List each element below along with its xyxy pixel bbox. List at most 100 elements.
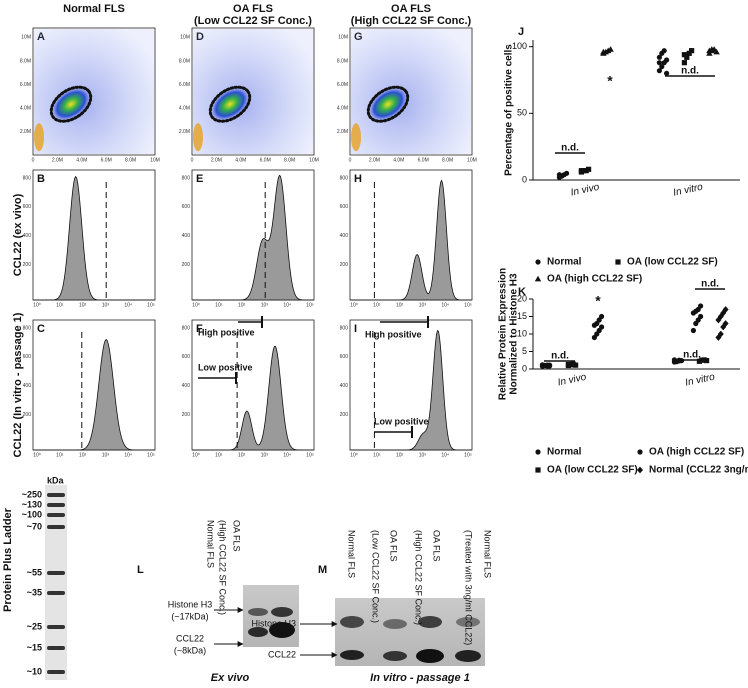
x-tick-label: 10³ [419,302,427,308]
lane-label: OA FLS [232,520,242,552]
point [720,309,727,317]
legend-label: OA (low CCL22 SF) [627,257,718,268]
ladder-band [47,513,65,517]
legend-marker [535,449,541,455]
point [715,316,722,324]
y-axis-label: Percentage of positive cells [504,44,515,176]
legend-marker [535,259,541,265]
x-tick-label: 10¹ [373,302,381,308]
panel: H 10⁰ 10¹ 10² 10³ 10⁴ 10⁵ 800 600 400 200 [340,169,473,308]
y-tick-label: 400 [182,383,191,389]
lane-label: (High CCL22 SF Conc.) [414,530,424,625]
band [383,619,407,629]
panel: B 10⁰ 10¹ 10² 10³ 10⁴ 10⁵ 800 600 400 200 [23,169,156,308]
x-tick-label: 10⁰ [350,302,358,308]
x-tick-label: 2.0M [52,157,63,163]
x-tick-label: 10⁰ [33,452,41,458]
band [456,617,480,627]
blot [243,585,299,647]
gate [366,85,410,123]
x-tick-label: 10¹ [56,452,64,458]
histogram [33,175,155,301]
y-tick-label: 400 [340,233,349,239]
panel-letter: J [518,26,524,38]
y-tick-label: 400 [23,383,32,389]
annotation: n.d. [701,279,719,290]
x-tick-label: 10² [79,452,87,458]
point [722,306,729,313]
y-tick-label: 200 [182,262,191,268]
caption: In vitro - passage 1 [370,672,470,684]
x-tick-label: 2.0M [369,157,380,163]
legend-marker [637,466,643,474]
band [416,649,444,663]
column-header: OA FLS [233,3,273,15]
point [681,60,687,66]
y-tick-label: 0 [522,363,527,373]
x-tick-label: 8.0M [284,157,295,163]
ladder-mark: ~100 [22,509,42,519]
ladder-mark: ~70 [27,521,42,531]
ladder-band [47,493,65,497]
x-tick-label: 10⁰ [350,452,358,458]
x-tick-label: 0 [349,157,352,163]
x-tick-label: 10⁴ [283,452,291,458]
ladder-mark: ~35 [27,587,42,597]
histogram [192,345,314,451]
panel: C 10⁰ 10¹ 10² 10³ 10⁴ 10⁵ 800 600 400 200 [23,319,156,458]
point [689,48,695,54]
y-tick-label: 600 [340,354,349,360]
legend-label: Normal [547,257,582,268]
gate [49,85,93,123]
panel-letter: K [518,286,526,298]
lane-label: OA FLS [389,530,399,562]
legend-label: Normal (CCL22 3ng/ml) [649,465,748,476]
x-tick-label: In vivo [557,372,588,389]
x-tick-label: 10⁵ [306,452,314,458]
ladder-mark: ~250 [22,489,42,499]
x-tick-label: 10³ [102,302,110,308]
panel: E 10⁰ 10¹ 10² 10³ 10⁴ 10⁵ 800 600 400 200 [182,169,315,308]
x-tick-label: 10¹ [215,302,223,308]
row-label: CCL22 (In vitro - passage 1) [12,312,24,457]
y-tick-label: 10M [180,35,190,41]
band [418,616,442,628]
column-header: OA FLS [391,3,431,15]
point [599,324,605,330]
y-tick-label: 800 [340,175,349,181]
x-tick-label: 10¹ [373,452,381,458]
ladder-mark: ~25 [27,621,42,631]
point [708,46,715,52]
ladder-unit: kDa [47,475,65,485]
point [600,48,607,55]
x-tick-label: 10⁰ [192,302,200,308]
x-tick-label: 10³ [261,452,269,458]
y-axis-label: Normalized to Histone H3 [509,273,520,395]
y-tick-label: 400 [23,233,32,239]
gate-label: High positive [365,329,422,339]
y-tick-label: 800 [182,175,191,181]
band [248,627,268,637]
legend-marker [637,449,643,455]
annotation: n.d. [561,143,579,154]
panel-letter: I [354,323,357,335]
band [271,607,293,617]
band [340,616,364,628]
x-tick-label: 10⁵ [306,302,314,308]
point [559,173,565,179]
x-tick-label: 8.0M [442,157,453,163]
panel-letter: C [37,323,45,335]
histogram [33,338,155,451]
panel-letter: B [37,173,45,185]
point [656,54,663,60]
density-edge [193,123,203,152]
x-tick-label: 10⁴ [441,302,449,308]
x-tick-label: 10² [79,302,87,308]
legend-marker [615,259,621,265]
point [676,358,682,364]
x-tick-label: 10² [238,302,246,308]
y-tick-label: 600 [23,354,32,360]
y-tick-label: 6.0M [20,82,31,88]
y-tick-label: 15 [517,311,527,321]
